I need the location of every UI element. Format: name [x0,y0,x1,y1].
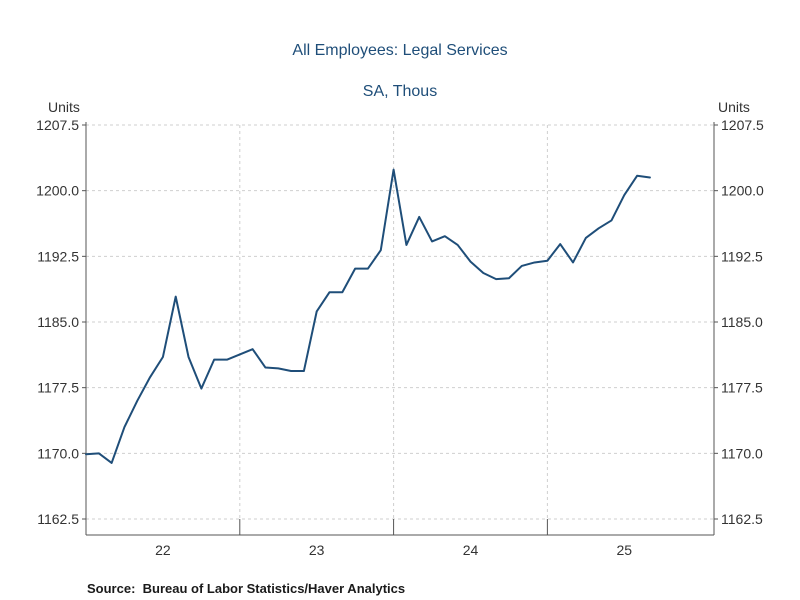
y-tick-label-left: 1192.5 [37,248,79,264]
x-tick-label: 25 [616,542,632,558]
y-tick-label-left: 1177.5 [37,380,79,396]
y-tick-label-right: 1170.0 [721,445,763,461]
y-tick-label-right: 1185.0 [721,314,763,330]
y-tick-label-left: 1200.0 [36,183,79,199]
right-axis-unit: Units [718,99,750,115]
y-tick-label-left: 1185.0 [37,314,79,330]
x-tick-label: 24 [463,542,479,558]
y-tick-label-left: 1170.0 [37,445,79,461]
y-tick-label-left: 1207.5 [36,117,79,133]
x-tick-label: 22 [155,542,171,558]
left-axis-unit: Units [48,99,80,115]
grid [86,124,714,520]
chart-title: All Employees: Legal Services [292,42,507,59]
source-note: Source: Bureau of Labor Statistics/Haver… [87,581,406,596]
y-tick-label-left: 1162.5 [37,511,79,527]
y-tick-label-right: 1162.5 [721,511,763,527]
y-tick-label-right: 1192.5 [721,248,763,264]
axes [82,122,718,536]
y-tick-label-right: 1177.5 [721,380,763,396]
ticks: 1162.5 1162.5 1170.0 1170.0 1177.5 1177.5 1185… [36,117,764,558]
x-tick-label: 23 [309,542,325,558]
y-tick-label-right: 1207.5 [721,117,764,133]
chart-subtitle: SA, Thous [363,83,437,100]
series-group [85,168,651,464]
series-line [85,168,651,464]
y-tick-label-right: 1200.0 [721,183,764,199]
